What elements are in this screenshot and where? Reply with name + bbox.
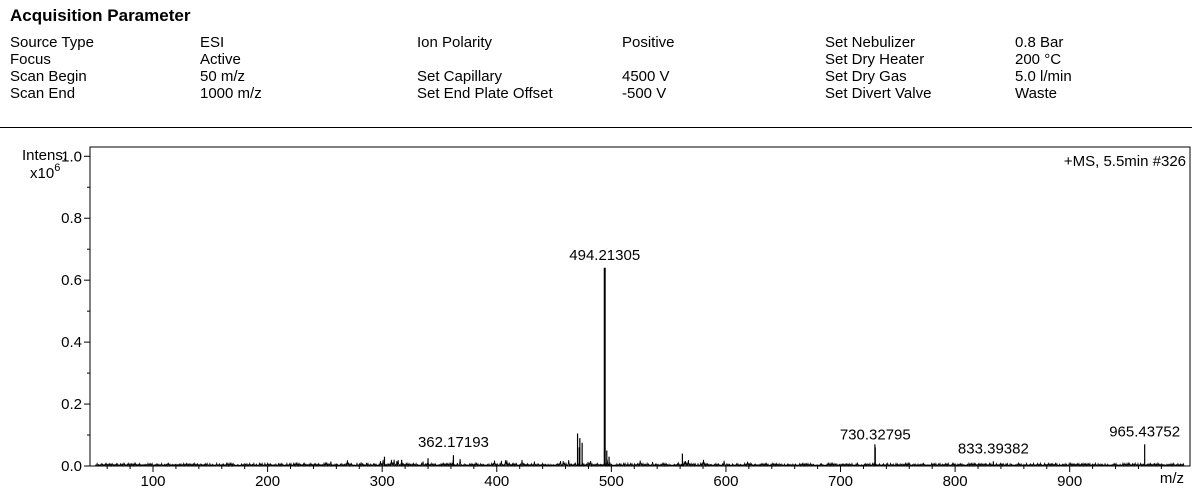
baseline-noise	[95, 458, 1185, 468]
peak-label: 494.21305	[569, 247, 640, 264]
param-value: -500 V	[622, 85, 667, 102]
param-value: 50 m/z	[200, 68, 246, 85]
y-axis-exponent: x106	[30, 162, 60, 182]
x-tick-label: 100	[141, 473, 166, 490]
param-label: Set Dry Heater	[825, 51, 925, 68]
param-label: Ion Polarity	[417, 34, 493, 51]
param-value: Active	[200, 51, 241, 68]
peak-label: 362.17193	[418, 434, 489, 451]
param-label: Scan End	[10, 85, 76, 102]
axis-ticks: 0.0 0.2 0.4 0.6 0.8 1.0 100 200 300 400 500 600 700 8…	[61, 148, 1162, 490]
x-tick-label: 500	[599, 473, 624, 490]
x-tick-label: 400	[484, 473, 509, 490]
x-tick-label: 900	[1057, 473, 1082, 490]
y-tick-label: 0.6	[61, 272, 82, 289]
param-value: 5.0 l/min	[1015, 68, 1072, 85]
param-label: Set Capillary	[417, 68, 503, 85]
plot-frame	[89, 146, 1191, 467]
param-label: Focus	[10, 51, 51, 68]
mass-spectrum-chart: 0.0 0.2 0.4 0.6 0.8 1.0 100 200 300 400 500 600 700 8…	[22, 146, 1191, 490]
peak-label: 965.43752	[1109, 423, 1180, 440]
y-tick-label: 0.8	[61, 210, 82, 227]
x-axis-label: m/z	[1160, 470, 1184, 487]
plot-border	[89, 146, 1191, 467]
y-tick-label: 0.2	[61, 396, 82, 413]
x-tick-label: 200	[255, 473, 280, 490]
y-tick-label: 1.0	[61, 148, 82, 165]
acquisition-title: Acquisition Parameter	[10, 6, 191, 25]
spectrum-peaks	[383, 267, 1146, 466]
y-tick-label: 0.4	[61, 334, 82, 351]
peak-labels: 362.17193 494.21305 730.32795 833.39382 965.…	[418, 247, 1180, 458]
peak-label: 833.39382	[958, 440, 1029, 457]
param-label: Set Divert Valve	[825, 85, 932, 102]
param-label: Source Type	[10, 34, 94, 51]
spectrum-title: +MS, 5.5min #326	[1064, 153, 1186, 170]
peak-label: 730.32795	[840, 426, 911, 443]
param-value: 0.8 Bar	[1015, 34, 1064, 51]
param-value: Positive	[622, 34, 675, 51]
param-label: Set Nebulizer	[825, 34, 916, 51]
param-value: Waste	[1015, 85, 1057, 102]
y-tick-label: 0.0	[61, 458, 82, 475]
x-tick-label: 600	[713, 473, 738, 490]
x-tick-label: 700	[828, 473, 853, 490]
param-value: 1000 m/z	[200, 85, 262, 102]
param-label: Set Dry Gas	[825, 68, 907, 85]
y-axis-label: Intens.	[22, 147, 67, 164]
param-value: 200 °C	[1015, 51, 1062, 68]
x-tick-label: 300	[370, 473, 395, 490]
param-value: ESI	[200, 34, 225, 51]
noise-trace	[95, 458, 1185, 468]
x-tick-label: 800	[943, 473, 968, 490]
param-value: 4500 V	[622, 68, 670, 85]
header-divider	[0, 127, 1192, 128]
param-label: Set End Plate Offset	[417, 85, 553, 102]
param-label: Scan Begin	[10, 68, 87, 85]
